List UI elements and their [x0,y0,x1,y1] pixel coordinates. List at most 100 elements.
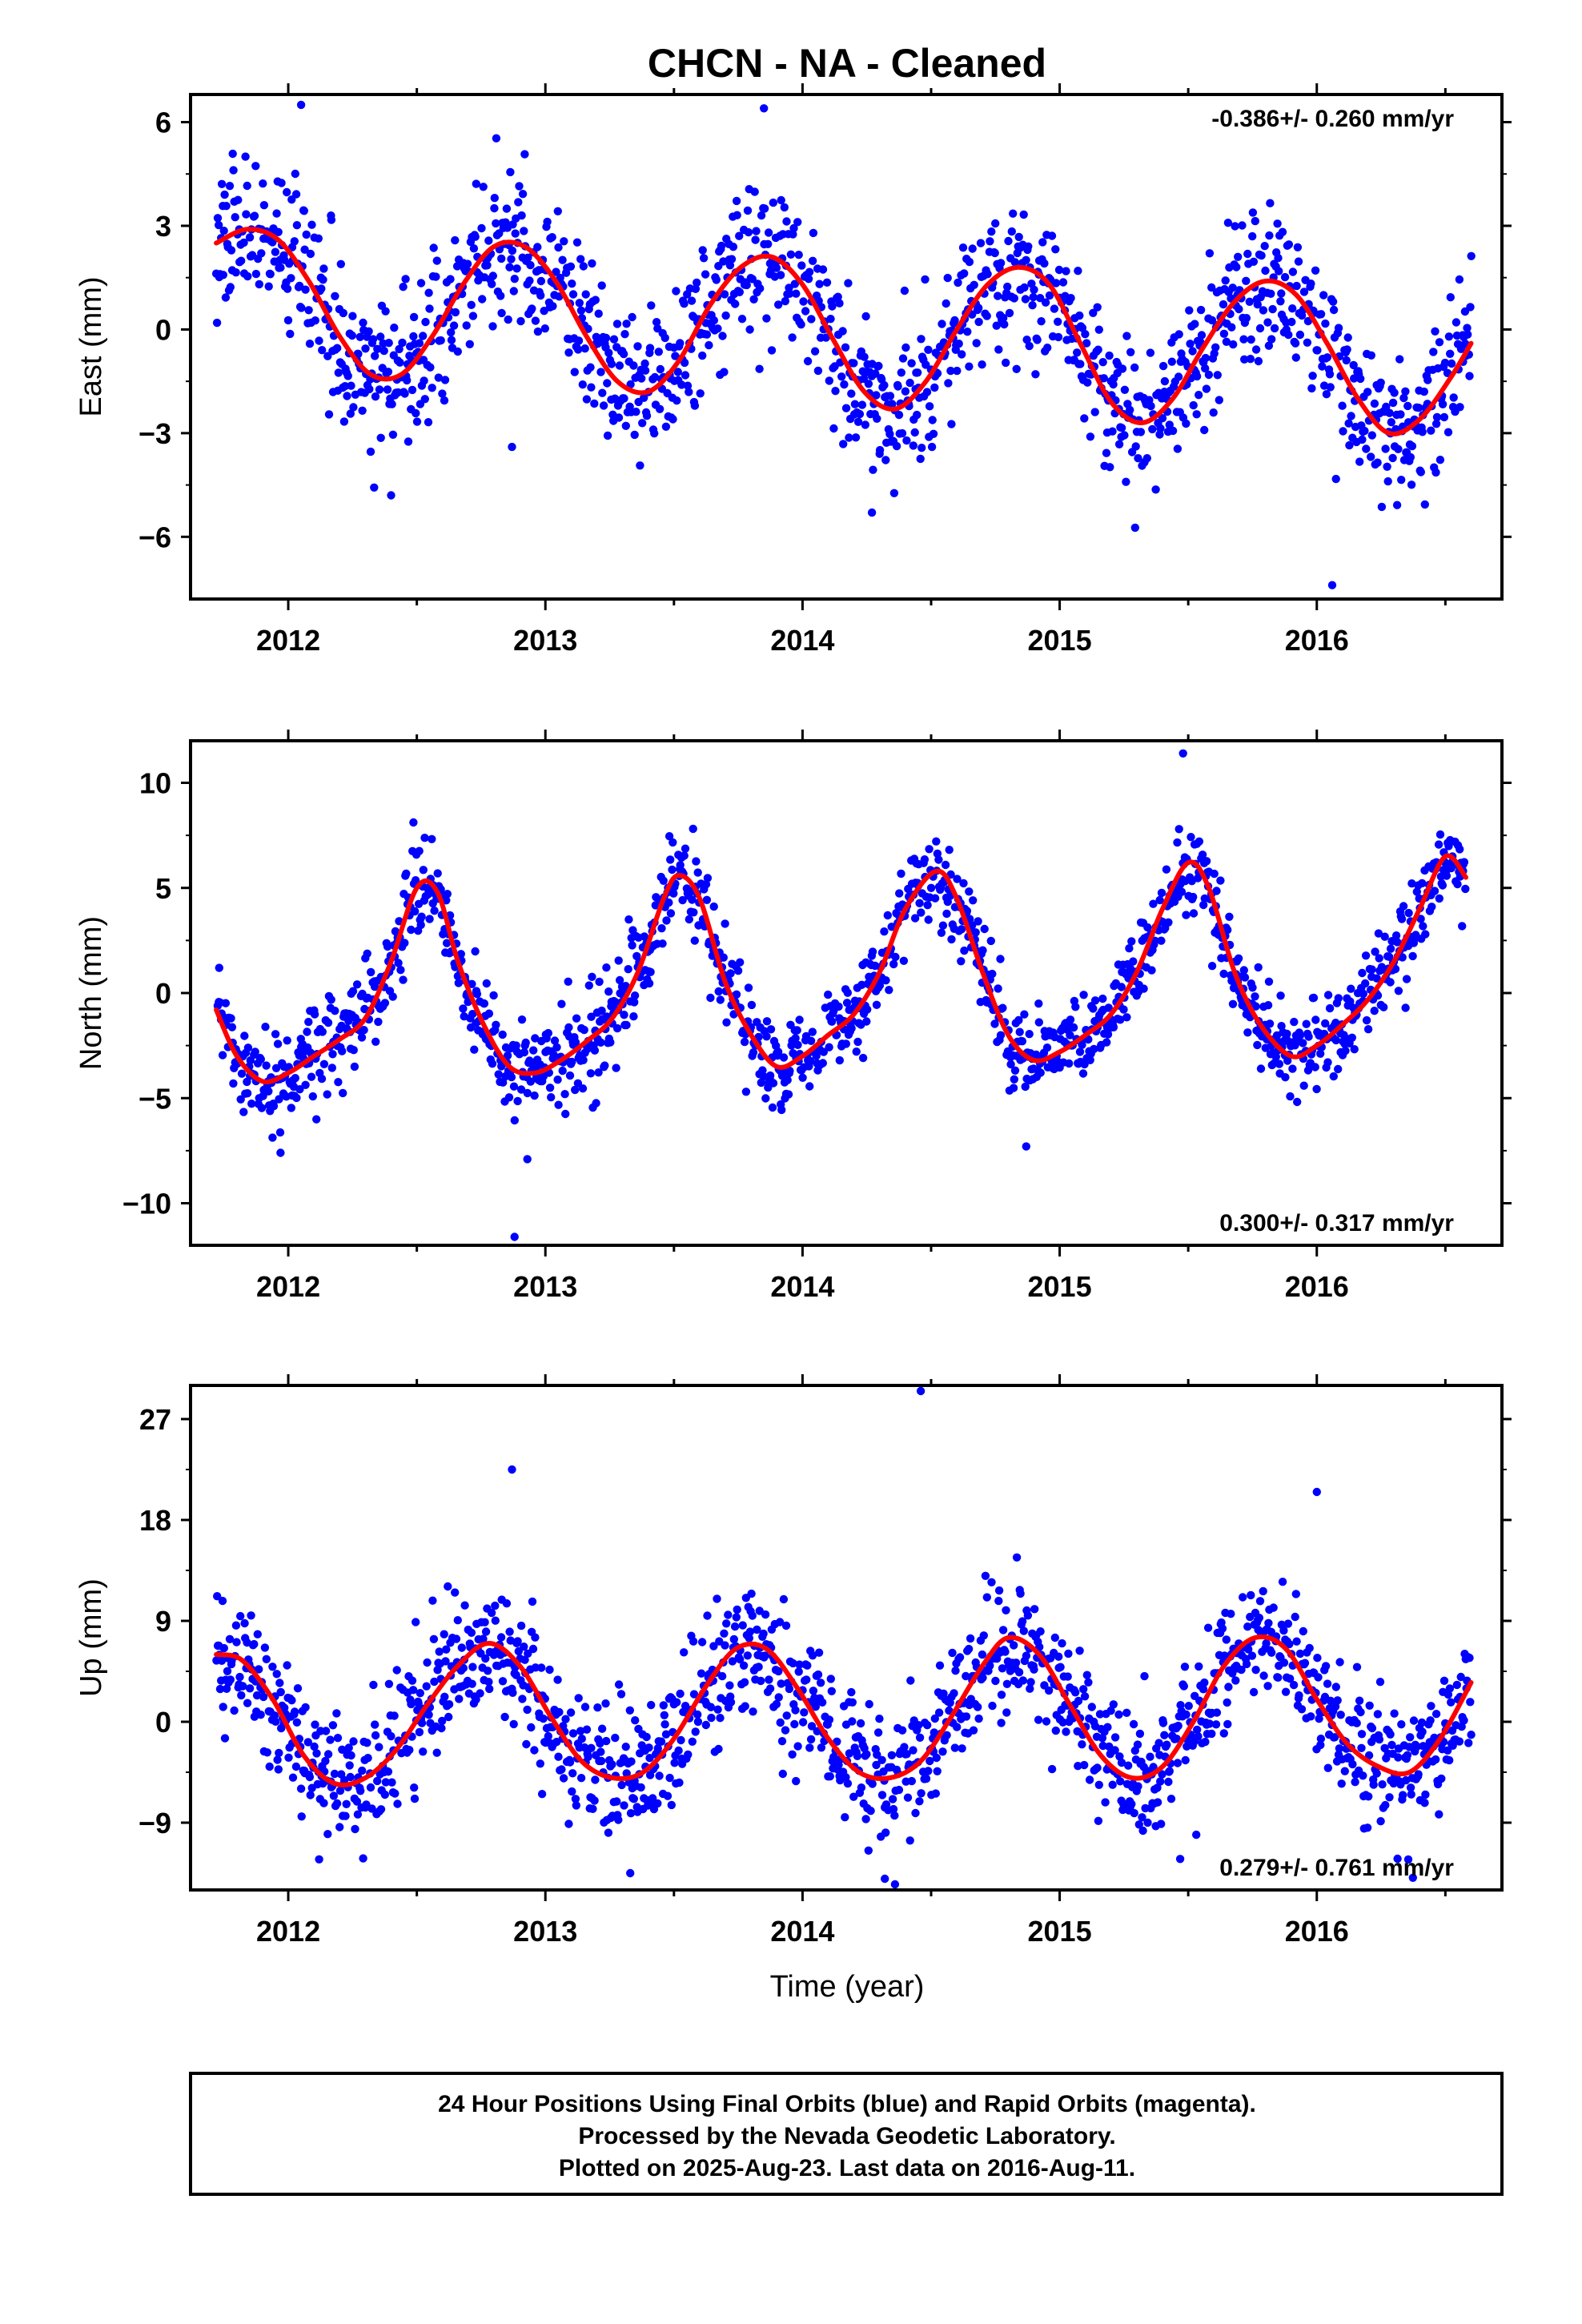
data-point [987,1578,996,1587]
data-point [753,1625,761,1634]
data-point [1110,1746,1119,1755]
data-point [1042,1043,1052,1052]
data-point [612,320,622,328]
data-point [826,315,835,324]
data-point [1086,1055,1094,1065]
data-point [1419,387,1429,396]
data-point [598,388,607,397]
data-point [219,1643,228,1653]
data-point [1295,1649,1305,1659]
data-point [502,1599,512,1608]
data-point [642,1732,651,1742]
data-point [1386,944,1395,953]
data-point [1202,857,1211,866]
data-point [390,1711,399,1720]
data-point [305,1772,315,1782]
data-point [997,1719,1006,1727]
data-point [1212,887,1221,895]
data-point [1414,404,1423,412]
data-point [1359,989,1368,999]
data-point [412,1618,420,1626]
data-point [334,368,343,377]
data-point [917,444,926,452]
data-point [974,1703,982,1711]
data-point [644,979,654,988]
data-point [957,925,966,934]
data-point [1205,1719,1215,1728]
data-point [471,232,480,241]
data-point [371,392,380,401]
data-point [388,430,398,439]
data-point [676,861,685,870]
data-point [301,285,310,294]
data-point [549,1051,558,1059]
data-point [586,363,595,372]
data-point [1307,279,1315,288]
data-point [1227,323,1236,332]
data-point [1438,881,1447,890]
data-point [283,1661,291,1670]
data-point [365,384,374,394]
data-point [319,1799,328,1807]
data-point [785,1684,794,1694]
data-point [1146,401,1155,411]
data-point [1231,1676,1240,1685]
data-point [317,1074,327,1084]
data-point [587,383,596,392]
data-point [1328,297,1338,306]
data-point [217,1656,227,1665]
data-point [815,279,824,288]
data-point [720,1629,729,1638]
data-point [594,1068,603,1077]
data-point [1189,892,1198,902]
data-point [213,1592,222,1601]
data-point [1227,1610,1235,1618]
data-point [612,1063,620,1072]
data-point [536,276,546,286]
x-tick-label: 2013 [513,1915,577,1948]
up-rate-text: 0.279+/- 0.761 mm/yr [1219,1855,1454,1881]
data-point [452,262,462,271]
data-point [323,1750,333,1759]
data-point [239,1108,248,1116]
data-point [709,316,718,325]
data-point [712,275,721,284]
data-point [713,324,722,333]
data-point [488,322,497,331]
data-point [970,280,978,289]
data-point [453,347,462,356]
data-point [442,1645,451,1654]
data-point [1264,341,1274,350]
data-point [1445,1684,1455,1693]
data-point [835,299,844,308]
data-point [809,1687,818,1695]
data-point [969,896,978,905]
data-point [1457,1722,1466,1731]
data-point [259,1692,268,1702]
data-point [632,408,640,416]
footer-line-1: 24 Hour Positions Using Final Orbits (bl… [438,2091,1256,2117]
data-point [328,1721,338,1730]
data-point [496,1633,506,1642]
data-point [1407,480,1416,489]
data-point [335,1786,345,1795]
data-point [291,169,299,179]
data-point [979,1631,989,1640]
data-point [676,339,685,348]
data-point [981,1571,990,1581]
data-point [1149,899,1158,908]
data-point [929,429,938,438]
data-point [437,1723,446,1733]
data-point [358,406,367,415]
data-point [739,1661,749,1670]
x-tick-label: 2014 [770,1915,834,1948]
data-point [670,1759,679,1767]
data-point [841,343,850,352]
data-point [520,1655,529,1664]
data-point [994,292,1002,300]
data-point [663,1791,673,1800]
data-point [1038,238,1047,247]
data-point [745,1627,755,1636]
data-point [1022,1651,1031,1660]
